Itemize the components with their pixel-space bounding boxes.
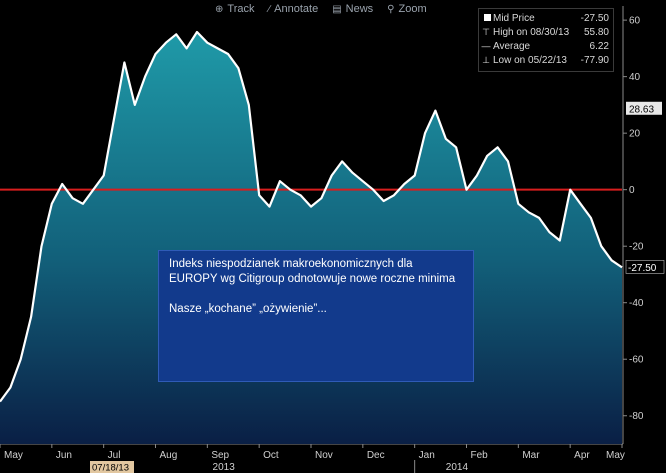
annotate-button[interactable]: ∕ Annotate: [268, 3, 318, 15]
series-swatch-icon: [479, 13, 493, 23]
track-label: Track: [227, 3, 255, 15]
year-label-2013: 2013: [213, 462, 236, 473]
y-tick-label: -60: [629, 355, 644, 366]
legend-label: Low on 05/22/13: [493, 54, 567, 66]
x-tick-label: Jan: [419, 450, 435, 461]
legend-row-mid-price[interactable]: Mid Price -27.50: [479, 12, 609, 24]
magnifier-icon: ⚲: [387, 3, 395, 15]
x-tick-label: Feb: [471, 450, 489, 461]
x-tick-label: Aug: [160, 450, 178, 461]
legend-box: Mid Price -27.50 ⊤ High on 08/30/13 55.8…: [478, 8, 614, 72]
crosshair-icon: ⊕: [215, 3, 224, 15]
x-tick-label: Apr: [574, 450, 590, 461]
legend-label: Mid Price: [493, 12, 535, 24]
current-tag-label: -27.50: [628, 263, 657, 274]
y-axis: -80 -60 -40 -20 0 20 40 60 28.63 -27.50: [622, 6, 665, 444]
legend-label: High on 08/30/13: [493, 26, 570, 38]
legend-label: Average: [493, 40, 531, 52]
y-tick-label: -20: [629, 242, 644, 253]
annotate-label: Annotate: [274, 3, 319, 15]
legend-value: 6.22: [589, 40, 609, 52]
newspaper-icon: ▤: [332, 3, 342, 15]
y-tick-label: 60: [629, 16, 641, 27]
low-marker-icon: ⊥: [482, 54, 490, 65]
news-button[interactable]: ▤ News: [332, 3, 373, 15]
y-tick-label: 0: [629, 185, 635, 196]
x-tick-label: Dec: [367, 450, 385, 461]
date-marker-bg: [90, 461, 134, 473]
date-marker-tag: 07/18/13: [90, 461, 134, 473]
zoom-button[interactable]: ⚲ Zoom: [387, 3, 426, 15]
annotation-text: Indeks niespodzianek makroekonomicznych …: [169, 258, 456, 285]
average-tag-label: 28.63: [629, 104, 654, 115]
track-button[interactable]: ⊕ Track: [215, 3, 254, 15]
y-tick-label: -80: [629, 411, 644, 422]
legend-value: -27.50: [580, 12, 609, 24]
x-tick-label: May: [606, 450, 625, 461]
current-value-tag: -27.50: [625, 260, 665, 274]
legend-value: 55.80: [583, 26, 609, 38]
y-tick-label: 40: [629, 72, 641, 83]
y-tick-label: 20: [629, 129, 641, 140]
x-tick-label: Sep: [211, 450, 229, 461]
legend-row-average[interactable]: — Average 6.22: [479, 40, 610, 52]
series-line: [0, 30, 623, 403]
news-label: News: [345, 3, 374, 15]
date-marker-label: 07/18/13: [92, 463, 129, 473]
year-label-2014: 2014: [446, 462, 469, 473]
average-marker-icon: —: [481, 41, 491, 51]
x-tick-label: Oct: [263, 450, 279, 461]
annotation-text: Nasze „kochane” „ożywienie”...: [169, 303, 327, 315]
pencil-icon: ∕: [268, 3, 271, 15]
legend-row-low[interactable]: ⊥ Low on 05/22/13 -77.90: [479, 54, 609, 66]
high-marker-icon: ⊤: [482, 26, 490, 37]
x-tick-label: Nov: [315, 450, 333, 461]
average-value-tag: 28.63: [626, 101, 662, 115]
average-tag-bg: [626, 101, 662, 115]
chart-toolbar: ⊕ Track ∕ Annotate ▤ News ⚲ Zoom: [215, 0, 427, 18]
x-tick-label: Jun: [56, 450, 72, 461]
y-tick-label: -40: [629, 298, 644, 309]
x-tick-label: Mar: [522, 450, 540, 461]
legend-value: -77.90: [580, 54, 609, 66]
zoom-label: Zoom: [398, 3, 427, 15]
annotation-box: Indeks niespodzianek makroekonomicznych …: [158, 250, 474, 382]
x-tick-label: May: [4, 450, 23, 461]
current-tag-bg: [625, 260, 665, 274]
x-tick-label: Jul: [108, 450, 121, 461]
legend-row-high[interactable]: ⊤ High on 08/30/13 55.80: [479, 26, 609, 38]
